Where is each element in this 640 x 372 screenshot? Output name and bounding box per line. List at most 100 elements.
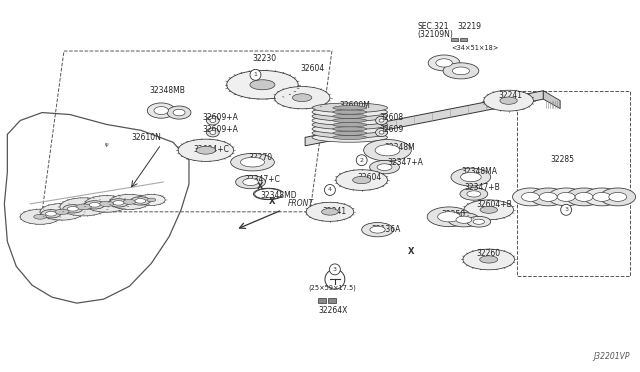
Text: (25×59×17.5): (25×59×17.5)	[308, 284, 356, 291]
Ellipse shape	[138, 194, 165, 205]
Ellipse shape	[370, 226, 385, 233]
Ellipse shape	[443, 63, 479, 79]
Text: X: X	[269, 198, 276, 206]
Polygon shape	[543, 91, 560, 109]
Text: 32241: 32241	[499, 91, 523, 100]
Text: FRONT: FRONT	[288, 199, 314, 208]
Text: 32347+B: 32347+B	[464, 183, 500, 192]
Text: 32348MB: 32348MB	[149, 86, 185, 95]
Ellipse shape	[333, 122, 367, 127]
Ellipse shape	[34, 214, 47, 219]
Text: 32285: 32285	[550, 155, 574, 164]
Ellipse shape	[100, 201, 113, 206]
Ellipse shape	[463, 249, 515, 270]
Text: 32264X: 32264X	[318, 306, 348, 315]
Ellipse shape	[461, 173, 481, 182]
Text: 32136A: 32136A	[372, 225, 401, 234]
Ellipse shape	[427, 207, 471, 227]
Ellipse shape	[312, 128, 387, 138]
Ellipse shape	[312, 132, 387, 142]
Ellipse shape	[480, 256, 498, 263]
Ellipse shape	[451, 168, 491, 186]
Text: 32348M: 32348M	[385, 143, 415, 152]
Ellipse shape	[333, 131, 367, 135]
Ellipse shape	[196, 146, 216, 154]
Ellipse shape	[63, 205, 83, 213]
Ellipse shape	[436, 59, 452, 67]
Text: 32347+C: 32347+C	[244, 175, 280, 184]
Ellipse shape	[131, 197, 150, 205]
Ellipse shape	[484, 90, 533, 111]
Ellipse shape	[438, 212, 460, 222]
Ellipse shape	[312, 120, 387, 129]
Text: 1: 1	[253, 72, 257, 77]
Ellipse shape	[243, 179, 259, 186]
Ellipse shape	[147, 198, 156, 202]
Ellipse shape	[312, 124, 387, 134]
Ellipse shape	[147, 103, 175, 118]
Ellipse shape	[210, 130, 216, 134]
Ellipse shape	[312, 112, 387, 121]
Ellipse shape	[575, 192, 593, 201]
Text: 32341: 32341	[322, 207, 346, 216]
Ellipse shape	[275, 87, 330, 109]
Ellipse shape	[522, 192, 540, 201]
Ellipse shape	[333, 118, 367, 123]
Ellipse shape	[178, 139, 234, 161]
Circle shape	[330, 264, 340, 275]
Ellipse shape	[448, 213, 480, 227]
Ellipse shape	[55, 209, 69, 215]
Text: 32250: 32250	[441, 210, 465, 219]
Ellipse shape	[376, 116, 387, 125]
Ellipse shape	[531, 188, 566, 206]
Ellipse shape	[609, 192, 627, 201]
Text: 32610N: 32610N	[131, 133, 161, 142]
Text: 4: 4	[328, 187, 332, 192]
Ellipse shape	[312, 103, 387, 113]
Text: 32348MD: 32348MD	[260, 191, 297, 200]
Text: <34×51×18>: <34×51×18>	[451, 45, 499, 51]
Ellipse shape	[89, 203, 100, 207]
Ellipse shape	[333, 106, 367, 110]
Ellipse shape	[109, 199, 129, 207]
Ellipse shape	[584, 188, 620, 206]
Ellipse shape	[467, 191, 481, 197]
Text: 3: 3	[564, 207, 568, 212]
Ellipse shape	[364, 140, 412, 161]
Text: X: X	[408, 247, 415, 256]
Ellipse shape	[84, 196, 129, 212]
Text: 32608: 32608	[380, 113, 404, 122]
Ellipse shape	[84, 201, 104, 209]
Text: X: X	[257, 183, 264, 192]
Ellipse shape	[353, 176, 371, 184]
Ellipse shape	[292, 94, 312, 102]
Text: 32604: 32604	[358, 173, 382, 182]
Ellipse shape	[241, 157, 264, 167]
Ellipse shape	[230, 153, 275, 171]
Ellipse shape	[452, 67, 470, 75]
Text: 32604: 32604	[300, 64, 324, 73]
Ellipse shape	[113, 201, 124, 205]
Ellipse shape	[210, 118, 216, 122]
Bar	[328, 298, 336, 303]
Ellipse shape	[333, 127, 367, 131]
Circle shape	[324, 185, 335, 195]
Ellipse shape	[500, 97, 517, 104]
Bar	[460, 38, 467, 41]
Ellipse shape	[60, 198, 108, 216]
Ellipse shape	[593, 192, 611, 201]
Ellipse shape	[513, 188, 548, 206]
Ellipse shape	[379, 131, 384, 134]
Text: 32219: 32219	[457, 22, 481, 31]
Text: 32348MA: 32348MA	[461, 167, 497, 176]
Ellipse shape	[464, 200, 513, 220]
Ellipse shape	[376, 128, 387, 137]
Ellipse shape	[135, 199, 146, 203]
Ellipse shape	[123, 199, 136, 204]
Ellipse shape	[362, 222, 394, 237]
Ellipse shape	[336, 170, 387, 190]
Ellipse shape	[480, 206, 497, 213]
Text: 2: 2	[360, 158, 364, 163]
Ellipse shape	[467, 217, 491, 227]
Ellipse shape	[370, 160, 399, 174]
